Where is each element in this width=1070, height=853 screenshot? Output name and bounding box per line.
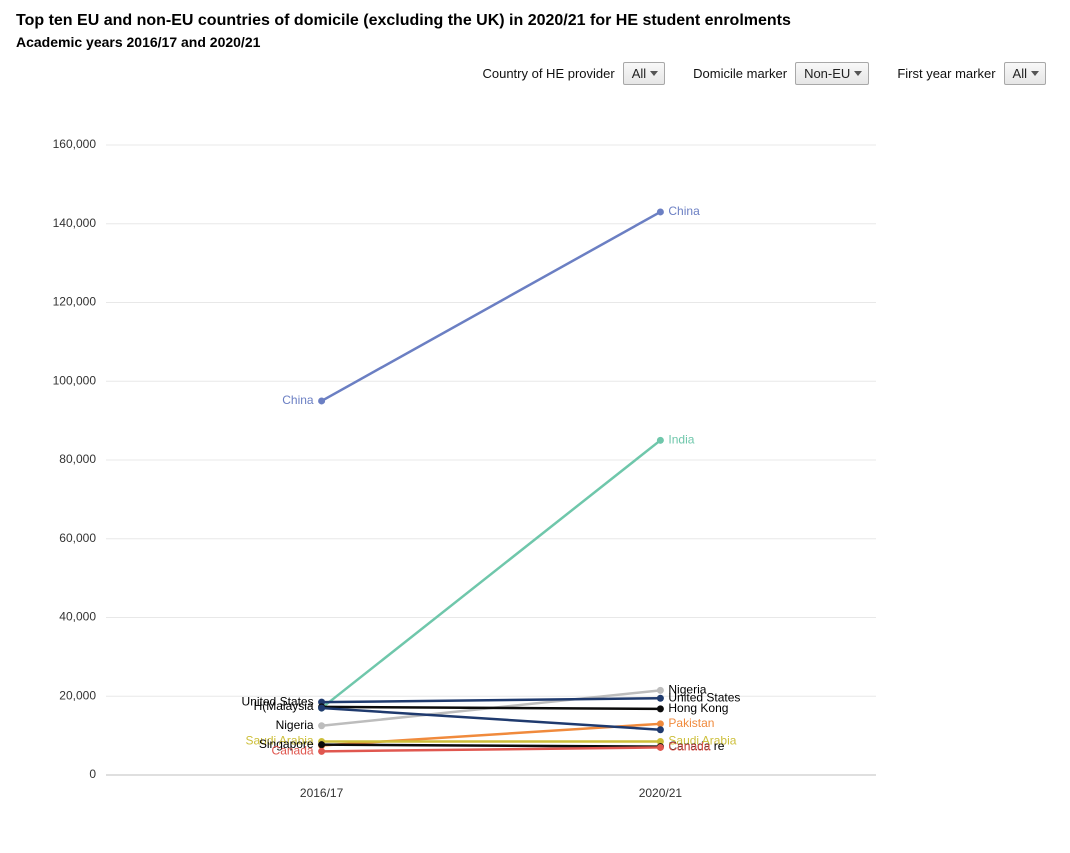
y-tick-label: 160,000 xyxy=(53,137,97,151)
domicile-filter-value: Non-EU xyxy=(804,66,850,81)
series-dot xyxy=(318,397,325,404)
series-label-left: China xyxy=(282,393,314,407)
series-dot xyxy=(318,705,325,712)
series-dot xyxy=(657,695,664,702)
series-label-right: Canada xyxy=(668,740,710,754)
chart-svg: 0 20,000 40,000 60,000 80,000 100,000 120,000 1… xyxy=(16,135,1046,815)
series-line xyxy=(322,212,661,401)
chevron-down-icon xyxy=(650,71,658,76)
y-tick-label: 20,000 xyxy=(59,688,96,702)
series-line xyxy=(322,708,661,730)
series-label-right: China xyxy=(668,204,700,218)
y-tick-label: 120,000 xyxy=(53,295,97,309)
series-label-left: Nigeria xyxy=(276,718,314,732)
series-dot xyxy=(657,705,664,712)
series-line xyxy=(322,707,661,709)
firstyear-filter-label: First year marker xyxy=(897,66,995,81)
firstyear-filter-value: All xyxy=(1013,66,1027,81)
chevron-down-icon xyxy=(854,71,862,76)
page-subtitle: Academic years 2016/17 and 2020/21 xyxy=(16,34,1054,50)
provider-filter-label: Country of HE provider xyxy=(482,66,614,81)
y-tick-label: 40,000 xyxy=(59,610,96,624)
provider-filter-dropdown[interactable]: All xyxy=(623,62,665,85)
y-tick-label: 140,000 xyxy=(53,216,97,230)
domicile-filter-label: Domicile marker xyxy=(693,66,787,81)
series-label-right: Pakistan xyxy=(668,716,714,730)
series-dot xyxy=(657,726,664,733)
y-tick-label: 60,000 xyxy=(59,531,96,545)
chevron-down-icon xyxy=(1031,71,1039,76)
series-label-right: India xyxy=(668,432,694,446)
firstyear-filter-group: First year marker All xyxy=(897,62,1046,85)
firstyear-filter-dropdown[interactable]: All xyxy=(1004,62,1046,85)
series-dot xyxy=(318,722,325,729)
series-line xyxy=(322,698,661,702)
y-tick-label: 80,000 xyxy=(59,452,96,466)
x-tick-label: 2016/17 xyxy=(300,786,344,800)
series-dot xyxy=(318,748,325,755)
series-dot xyxy=(657,744,664,751)
domicile-filter-group: Domicile marker Non-EU xyxy=(693,62,869,85)
page-title: Top ten EU and non-EU countries of domic… xyxy=(16,12,1054,30)
provider-filter-group: Country of HE provider All xyxy=(482,62,665,85)
series-dot xyxy=(657,687,664,694)
series-line xyxy=(322,440,661,708)
slope-chart: 0 20,000 40,000 60,000 80,000 100,000 120,000 1… xyxy=(16,135,1046,815)
y-tick-label: 100,000 xyxy=(53,373,97,387)
series-dot xyxy=(657,208,664,215)
filter-bar: Country of HE provider All Domicile mark… xyxy=(16,62,1054,85)
x-tick-label: 2020/21 xyxy=(639,786,683,800)
series-dot xyxy=(657,437,664,444)
domicile-filter-dropdown[interactable]: Non-EU xyxy=(795,62,869,85)
series-label-left: Canada xyxy=(272,744,314,758)
series-dot xyxy=(318,741,325,748)
series-line xyxy=(322,747,661,751)
series-line xyxy=(322,745,661,747)
series-label-right: Hong Kong xyxy=(668,701,728,715)
series-label-left: H(Malaysia xyxy=(254,699,314,713)
y-tick-label: 0 xyxy=(89,767,96,781)
provider-filter-value: All xyxy=(632,66,646,81)
